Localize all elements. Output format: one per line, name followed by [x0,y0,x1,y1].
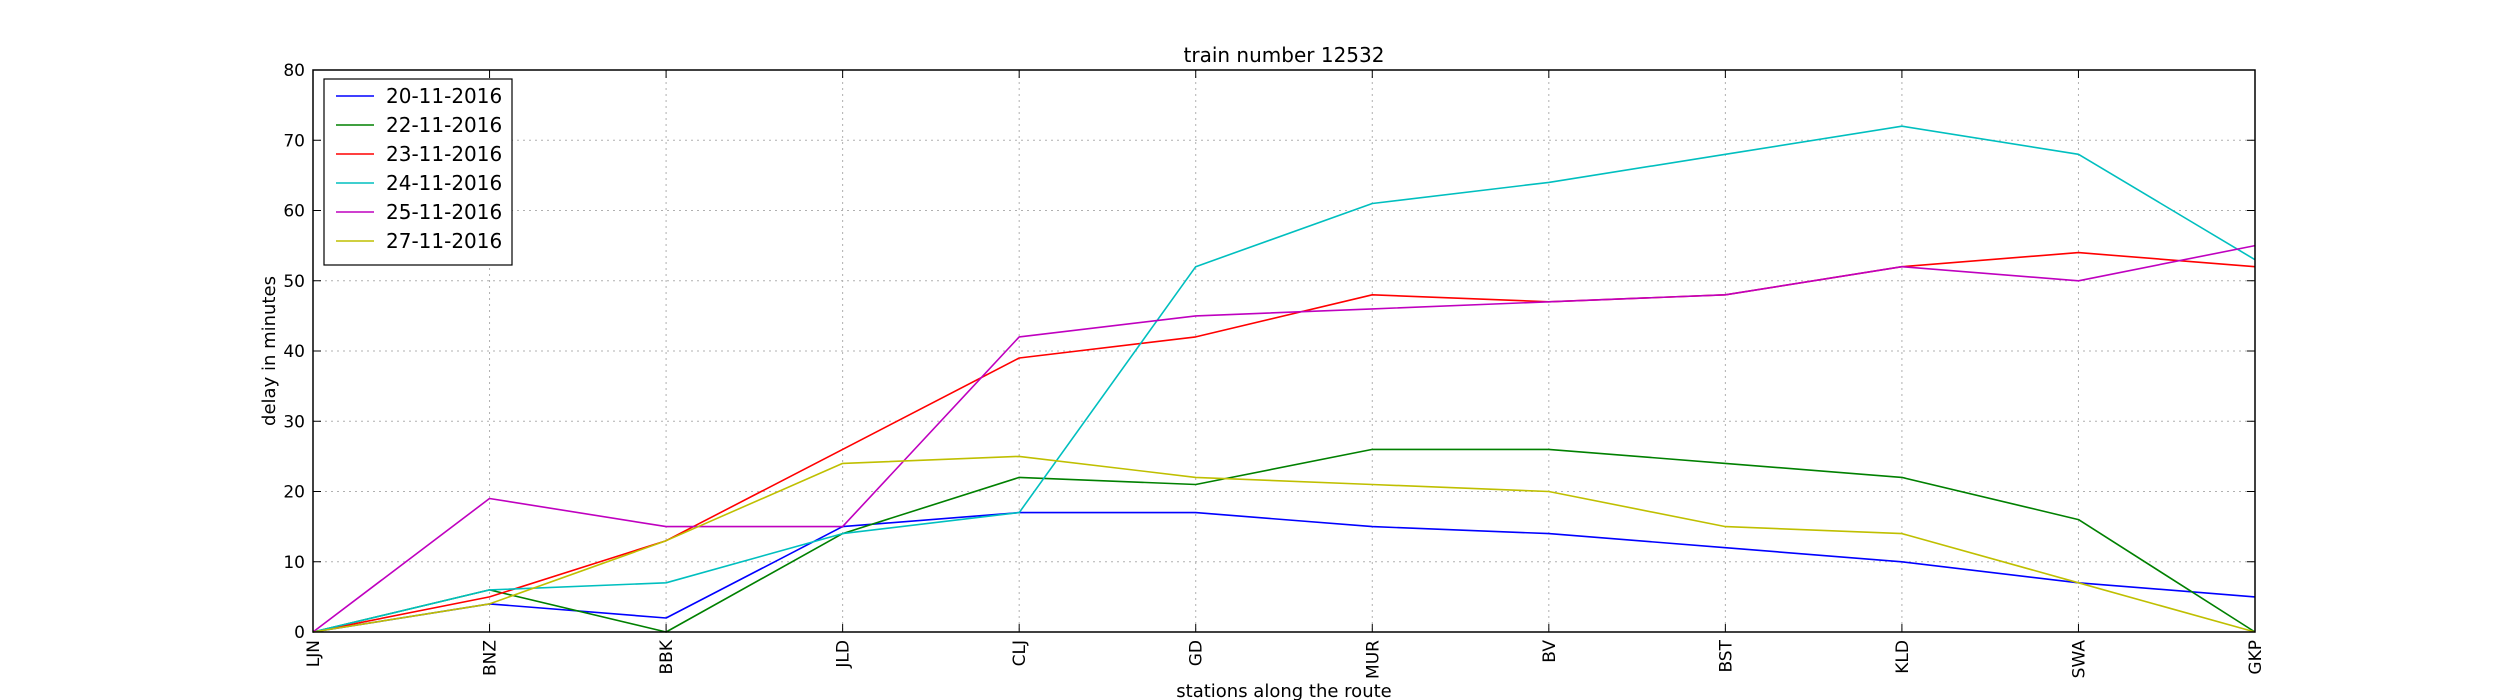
legend-label: 27-11-2016 [386,229,502,253]
legend-box [323,78,513,266]
series-line-27-11-2016 [312,455,2256,633]
x-tick-label: JLD [834,640,854,669]
x-axis-title: stations along the route [1176,681,1391,700]
legend-label: 23-11-2016 [386,142,502,166]
y-tick-label: 50 [283,272,305,292]
y-tick-label: 60 [283,202,305,222]
axis-ticks: LJN BNZ BBK JLD CLJ GD MUR BV BST KLD SWA GKP 0 10 20 3… [283,61,2266,679]
series-line-24-11-2016 [312,125,2256,633]
x-tick-label: KLD [1893,640,1913,674]
legend: 20-11-2016 22-11-2016 23-11-2016 24-11-2016… [323,78,513,266]
legend-label: 20-11-2016 [386,84,502,108]
x-tick-label: LJN [304,640,324,667]
legend-label: 25-11-2016 [386,200,502,224]
x-tick-label: BBK [657,639,677,674]
x-tick-label: CLJ [1010,640,1030,666]
plot-background [313,70,2255,632]
x-tick-label: BNZ [481,640,501,676]
y-tick-label: 80 [283,61,305,81]
legend-label: 24-11-2016 [386,171,502,195]
x-tick-label: GKP [2246,640,2266,675]
x-tick-label: GD [1187,640,1207,666]
x-tick-label: SWA [2069,640,2089,679]
series-line-22-11-2016 [312,448,2256,633]
y-tick-label: 30 [283,412,305,432]
y-tick-label: 70 [283,131,305,151]
x-tick-label: MUR [1363,640,1383,679]
y-tick-label: 10 [283,553,305,573]
y-tick-label: 0 [294,623,305,643]
chart-title: train number 12532 [1184,43,1385,67]
grid-lines [313,70,2255,632]
y-axis-title: delay in minutes [259,276,280,426]
y-tick-label: 20 [283,483,305,503]
series-line-25-11-2016 [312,244,2256,633]
series-line-20-11-2016 [312,511,2256,633]
legend-label: 22-11-2016 [386,113,502,137]
x-tick-label: BST [1716,639,1736,672]
series-lines [312,125,2256,633]
x-tick-label: BV [1540,640,1560,663]
y-tick-label: 40 [283,342,305,362]
series-line-23-11-2016 [312,251,2256,633]
